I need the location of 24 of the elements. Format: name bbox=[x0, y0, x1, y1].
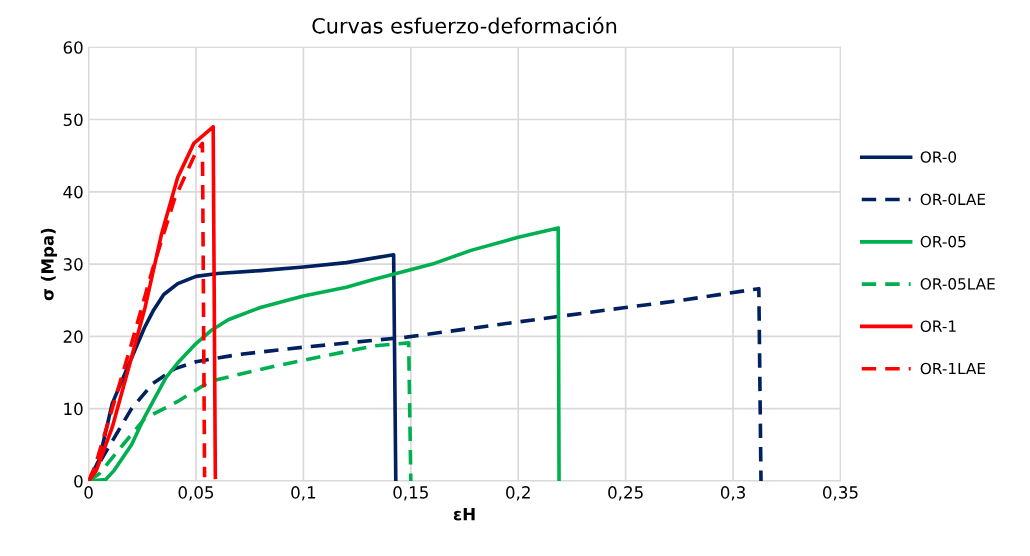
chart-title: Curvas esfuerzo-deformación bbox=[312, 16, 617, 34]
x-axis-title: εH bbox=[453, 508, 475, 521]
x-tick-label: 0,25 bbox=[608, 486, 643, 501]
y-tick-label: 30 bbox=[63, 258, 83, 271]
y-tick-label: 10 bbox=[64, 402, 83, 416]
x-tick-label: 0 bbox=[84, 486, 93, 499]
legend-label: OR-1LAE bbox=[920, 362, 986, 375]
legend-label: OR-0 bbox=[920, 151, 957, 163]
y-tick-label: 0 bbox=[74, 474, 83, 488]
legend-label: OR-0LAE bbox=[920, 193, 986, 206]
legend-label: OR-05 bbox=[920, 235, 966, 248]
legend-label: OR-1 bbox=[920, 320, 956, 332]
legend-label: OR-05LAE bbox=[920, 278, 995, 290]
x-tick-label: 0,35 bbox=[823, 486, 858, 501]
x-tick-label: 0,1 bbox=[291, 486, 316, 501]
y-tick-label: 50 bbox=[63, 113, 83, 127]
y-axis-title: σ (Mpa) bbox=[40, 228, 57, 301]
x-tick-label: 0,05 bbox=[178, 486, 214, 501]
y-tick-label: 60 bbox=[63, 41, 83, 54]
y-tick-label: 20 bbox=[63, 330, 83, 343]
y-tick-label: 40 bbox=[63, 185, 83, 199]
x-tick-label: 0,15 bbox=[393, 486, 428, 501]
x-tick-label: 0,3 bbox=[720, 486, 745, 501]
x-tick-label: 0,2 bbox=[506, 486, 530, 501]
